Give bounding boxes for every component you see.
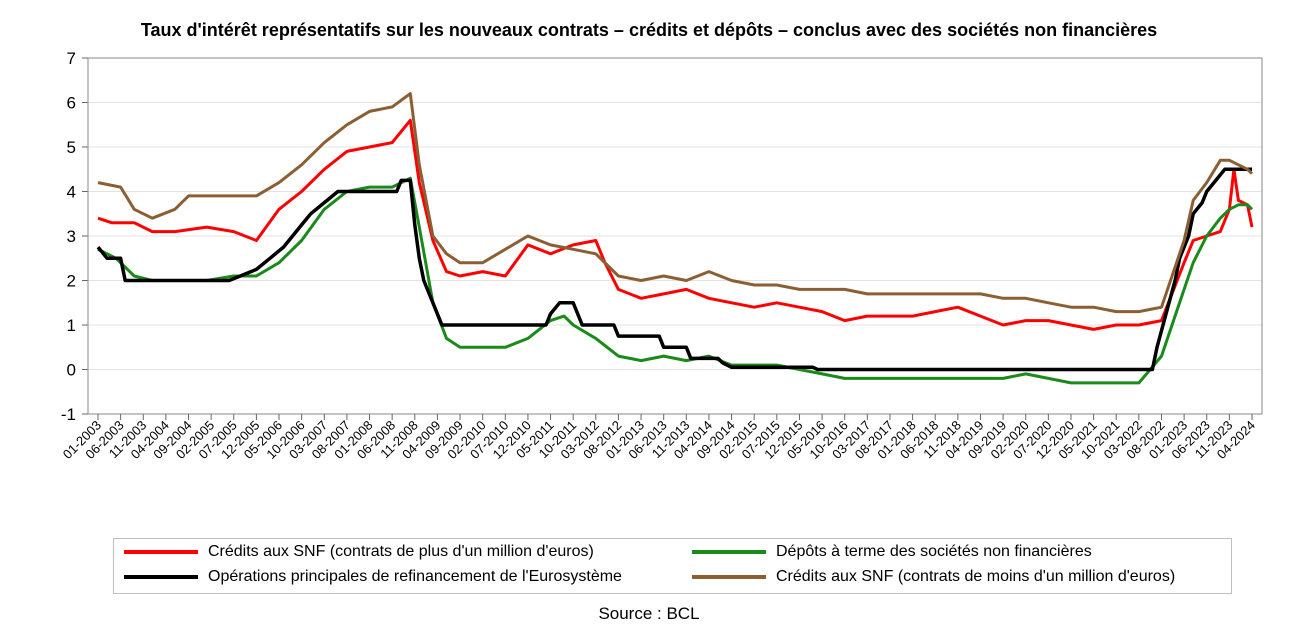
series-line-1 <box>97 118 1254 331</box>
y-tick-label: 7 <box>67 49 76 68</box>
plot-frame <box>87 57 1263 415</box>
source-note: Source : BCL <box>598 604 700 623</box>
y-tick-label: -1 <box>61 405 76 424</box>
y-tick-label: 2 <box>67 272 76 291</box>
legend-label: Crédits aux SNF (contrats de plus d'un m… <box>208 543 594 560</box>
series-line-2 <box>97 176 1254 385</box>
legend-label: Opérations principales de refinancement … <box>208 568 622 585</box>
series-line-4 <box>97 92 1254 314</box>
y-tick-label: 1 <box>67 316 76 335</box>
y-tick-label: 4 <box>67 183 76 202</box>
chart-title: Taux d'intérêt représentatifs sur les no… <box>140 20 1158 40</box>
legend-swatch <box>124 550 198 554</box>
legend-item-depots-a-terme: Dépôts à terme des sociétés non financiè… <box>692 543 1092 561</box>
legend-swatch <box>692 550 766 554</box>
line-chart: 76543210-101-200306-200311-200304-200409… <box>60 49 1263 462</box>
legend-swatch <box>692 575 766 579</box>
legend-item-refinancement: Opérations principales de refinancement … <box>124 568 622 586</box>
legend-item-credits-plus-million: Crédits aux SNF (contrats de plus d'un m… <box>124 543 594 561</box>
y-tick-label: 3 <box>67 227 76 246</box>
legend-item-credits-moins-million: Crédits aux SNF (contrats de moins d'un … <box>692 568 1175 586</box>
legend: Crédits aux SNF (contrats de plus d'un m… <box>113 538 1232 594</box>
y-tick-label: 5 <box>67 138 76 157</box>
legend-swatch <box>124 575 198 579</box>
legend-label: Dépôts à terme des sociétés non financiè… <box>776 543 1092 560</box>
y-tick-label: 6 <box>67 94 76 113</box>
series-line-3 <box>96 167 1252 372</box>
y-tick-label: 0 <box>67 361 76 380</box>
legend-label: Crédits aux SNF (contrats de moins d'un … <box>776 568 1176 585</box>
